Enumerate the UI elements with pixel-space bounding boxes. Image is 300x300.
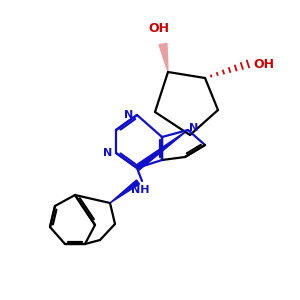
Polygon shape [159, 43, 168, 72]
Text: OH: OH [253, 58, 274, 70]
Text: N: N [189, 123, 199, 133]
Polygon shape [135, 130, 188, 170]
Text: N: N [103, 148, 112, 158]
Text: NH: NH [131, 185, 149, 195]
Polygon shape [110, 180, 140, 203]
Text: N: N [124, 110, 134, 120]
Text: OH: OH [148, 22, 170, 35]
